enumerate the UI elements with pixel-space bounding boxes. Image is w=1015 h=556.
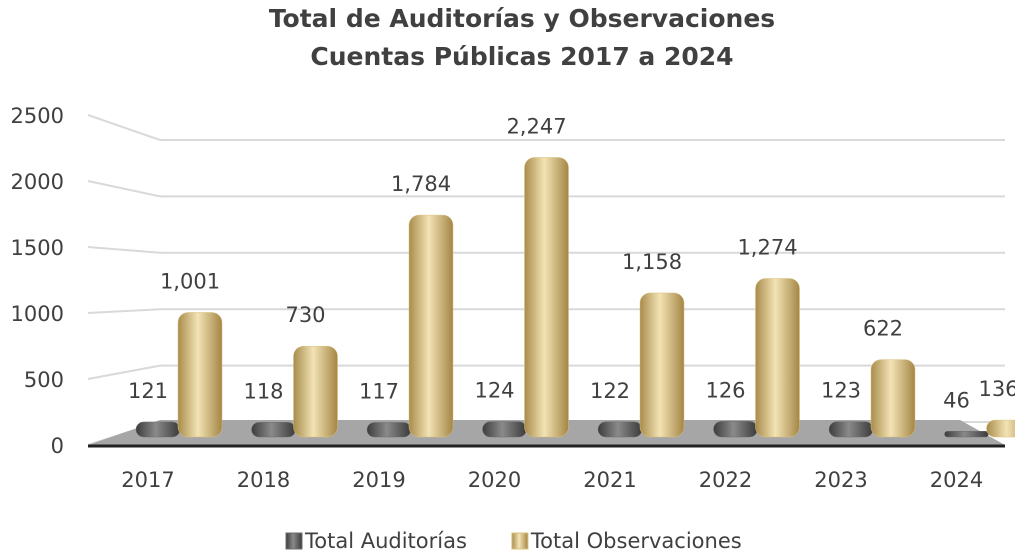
- x-tick-label: 2018: [237, 468, 290, 492]
- x-tick-label: 2017: [121, 468, 174, 492]
- bar: [524, 157, 569, 438]
- x-tick-label: 2020: [468, 468, 521, 492]
- bar: [713, 421, 758, 438]
- bar: [870, 359, 916, 438]
- data-label: 730: [285, 303, 325, 327]
- legend-label: Total Auditorías: [304, 529, 467, 553]
- data-label: 2,247: [506, 114, 566, 138]
- data-label: 123: [821, 379, 861, 403]
- x-tick-label: 2023: [814, 468, 867, 492]
- data-label: 46: [943, 388, 970, 412]
- grid-line: [87, 308, 161, 314]
- grid-line: [87, 246, 161, 254]
- bar: [408, 214, 454, 438]
- bar: [177, 312, 223, 438]
- bar: [293, 345, 338, 438]
- x-tick-label: 2022: [699, 468, 752, 492]
- x-tick-label: 2019: [352, 468, 405, 492]
- data-label: 124: [474, 379, 514, 403]
- legend-label: Total Observaciones: [530, 529, 742, 553]
- y-tick-label: 0: [51, 434, 64, 458]
- bar: [135, 421, 181, 438]
- data-label: 118: [243, 379, 283, 403]
- y-tick-label: 2000: [11, 170, 64, 194]
- data-label: 117: [359, 379, 399, 403]
- data-label: 136: [978, 377, 1015, 401]
- data-label: 622: [863, 317, 903, 341]
- chart-subtitle: Cuentas Públicas 2017 a 2024: [310, 42, 733, 71]
- y-tick-label: 2500: [11, 104, 64, 128]
- bar: [828, 421, 874, 438]
- legend-swatch: [285, 532, 303, 550]
- y-tick-label: 1500: [11, 236, 64, 260]
- data-label: 1,001: [160, 269, 220, 293]
- grid-line: [87, 180, 161, 198]
- bar: [366, 422, 412, 438]
- grid-line: [87, 114, 161, 141]
- x-tick-label: 2024: [930, 468, 983, 492]
- bar: [755, 278, 800, 438]
- chart-title: Total de Auditorías y Observaciones: [269, 4, 775, 33]
- data-label: 1,274: [737, 236, 797, 260]
- data-label: 126: [705, 378, 745, 402]
- x-tick-label: 2021: [583, 468, 636, 492]
- bar: [597, 421, 643, 438]
- data-label: 122: [590, 379, 630, 403]
- grid-line: [87, 364, 161, 380]
- bar: [482, 421, 527, 438]
- bar: [944, 431, 989, 438]
- bar: [251, 422, 296, 438]
- y-tick-label: 500: [24, 368, 64, 392]
- y-tick-label: 1000: [11, 302, 64, 326]
- legend-swatch: [511, 532, 529, 550]
- data-label: 121: [128, 379, 168, 403]
- bar: [986, 419, 1015, 438]
- bar: [639, 292, 685, 438]
- data-label: 1,158: [622, 250, 682, 274]
- data-label: 1,784: [391, 172, 451, 196]
